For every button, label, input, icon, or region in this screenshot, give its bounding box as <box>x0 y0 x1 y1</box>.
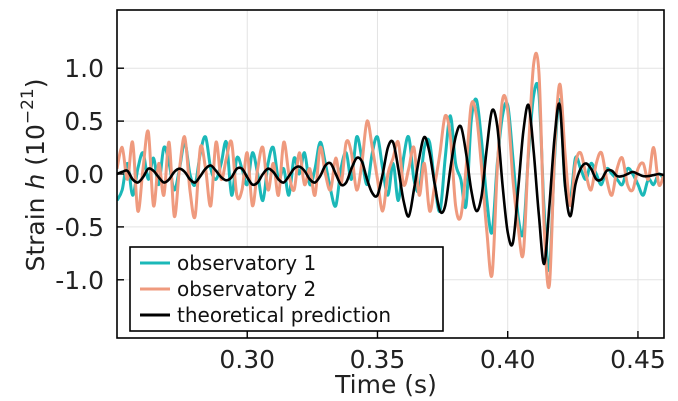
y-axis-label-space <box>21 166 50 174</box>
y-tick-label-3: -0.5 <box>55 213 104 242</box>
y-axis-label-var: h <box>21 174 50 190</box>
y-axis-label-prefix: Strain <box>21 190 50 272</box>
legend-box <box>129 246 444 332</box>
x-tick-label-3: 0.45 <box>610 345 666 374</box>
legend: observatory 1 observatory 2 theoretical … <box>129 246 444 332</box>
y-tick-label-0: 1.0 <box>64 54 104 83</box>
y-tick-label-4: -1.0 <box>55 266 104 295</box>
legend-label-observatory-1: observatory 1 <box>177 251 316 275</box>
x-tick-label-0: 0.30 <box>219 345 275 374</box>
x-tick-label-1: 0.35 <box>350 345 406 374</box>
x-tick-label-2: 0.40 <box>480 345 536 374</box>
y-axis-label: Strain h (10−21) <box>18 78 50 271</box>
series-line-theoretical-prediction <box>117 102 664 266</box>
y-axis-label-unit: (10 <box>21 124 50 166</box>
legend-label-theoretical-prediction: theoretical prediction <box>177 303 391 327</box>
y-axis-label-close: ) <box>21 78 50 88</box>
y-axis-label-exponent: −21 <box>18 88 38 124</box>
series-lines <box>117 51 664 289</box>
y-tick-label-1: 0.5 <box>64 107 104 136</box>
legend-label-observatory-2: observatory 2 <box>177 277 316 301</box>
axis-ticks: 0.30 0.35 0.40 0.45 1.0 0.5 0.0 -0.5 -1.0 <box>55 54 666 374</box>
x-axis-label: Time (s) <box>334 370 437 399</box>
y-tick-label-2: 0.0 <box>64 160 104 189</box>
